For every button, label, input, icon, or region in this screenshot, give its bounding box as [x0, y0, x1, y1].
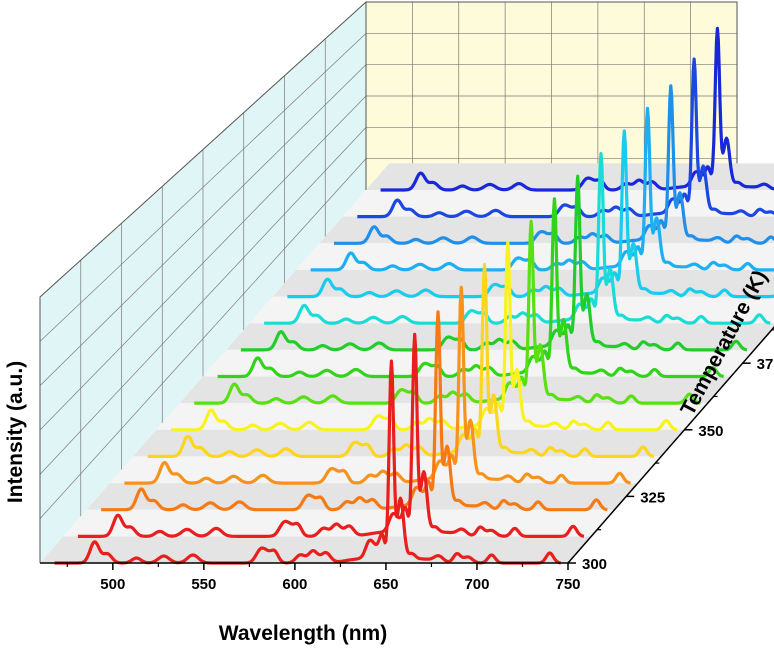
- z-axis-line: [567, 326, 774, 564]
- spectrum-line-400k: [286, 129, 774, 299]
- spectrum-line-410k: [310, 106, 774, 272]
- spectrum-line-370k: [216, 197, 725, 379]
- spectrum-line-420k: [333, 84, 774, 245]
- z-tick-label: 375: [757, 356, 774, 373]
- floor-strip: [63, 509, 615, 537]
- floor-strip: [109, 456, 662, 484]
- side-wall-hgrid: [39, 127, 367, 475]
- spectrum-line-390k: [263, 152, 772, 325]
- floor-strip: [366, 163, 774, 190]
- floor-strip: [179, 376, 731, 404]
- floor-strip: [296, 243, 774, 270]
- spectrum-line-440k: [379, 26, 774, 192]
- x-axis-title: Wavelength (nm): [219, 622, 387, 645]
- x-tick-label: 500: [100, 576, 125, 593]
- floor-strip: [249, 296, 774, 324]
- x-tick-label: 750: [555, 576, 580, 593]
- side-wall-border: [39, 0, 367, 563]
- spectrum-line-330k: [123, 285, 632, 485]
- side-wall-hgrid: [39, 158, 367, 519]
- z-tick-label: 300: [582, 556, 607, 573]
- x-tick-label: 700: [464, 576, 489, 593]
- floor-strip: [40, 536, 592, 563]
- x-tick-label: 650: [373, 576, 398, 593]
- side-wall-hgrid: [39, 33, 367, 342]
- x-tick-label: 600: [282, 576, 307, 593]
- spectrum-line-350k: [170, 240, 678, 432]
- x-tick-label: 550: [191, 576, 216, 593]
- floor-strip: [133, 429, 685, 457]
- spectrum-line-300k: [53, 359, 562, 565]
- spectrum-line-380k: [240, 174, 748, 352]
- floor-strip: [226, 323, 774, 350]
- floor-strip: [156, 403, 708, 430]
- spectra-series: [53, 26, 774, 565]
- back-wall-border: [366, 1, 738, 190]
- spectrum-line-340k: [147, 263, 655, 458]
- z-tick-label: 325: [640, 489, 665, 506]
- spectrum-line-360k: [193, 219, 702, 405]
- chart-axes: 500550600650700750300325350375400425: [40, 326, 774, 593]
- side-wall-hgrid: [39, 95, 367, 431]
- floor-strip: [203, 349, 755, 377]
- side-wall-hgrid: [39, 64, 367, 386]
- spectrum-line-430k: [356, 57, 774, 219]
- z-tick-label: 350: [698, 423, 723, 440]
- spectrum-line-310k: [77, 332, 585, 539]
- floor-strip: [86, 483, 638, 510]
- spectrum-line-320k: [100, 310, 609, 512]
- y-axis-title: Intensity (a.u.): [4, 361, 27, 503]
